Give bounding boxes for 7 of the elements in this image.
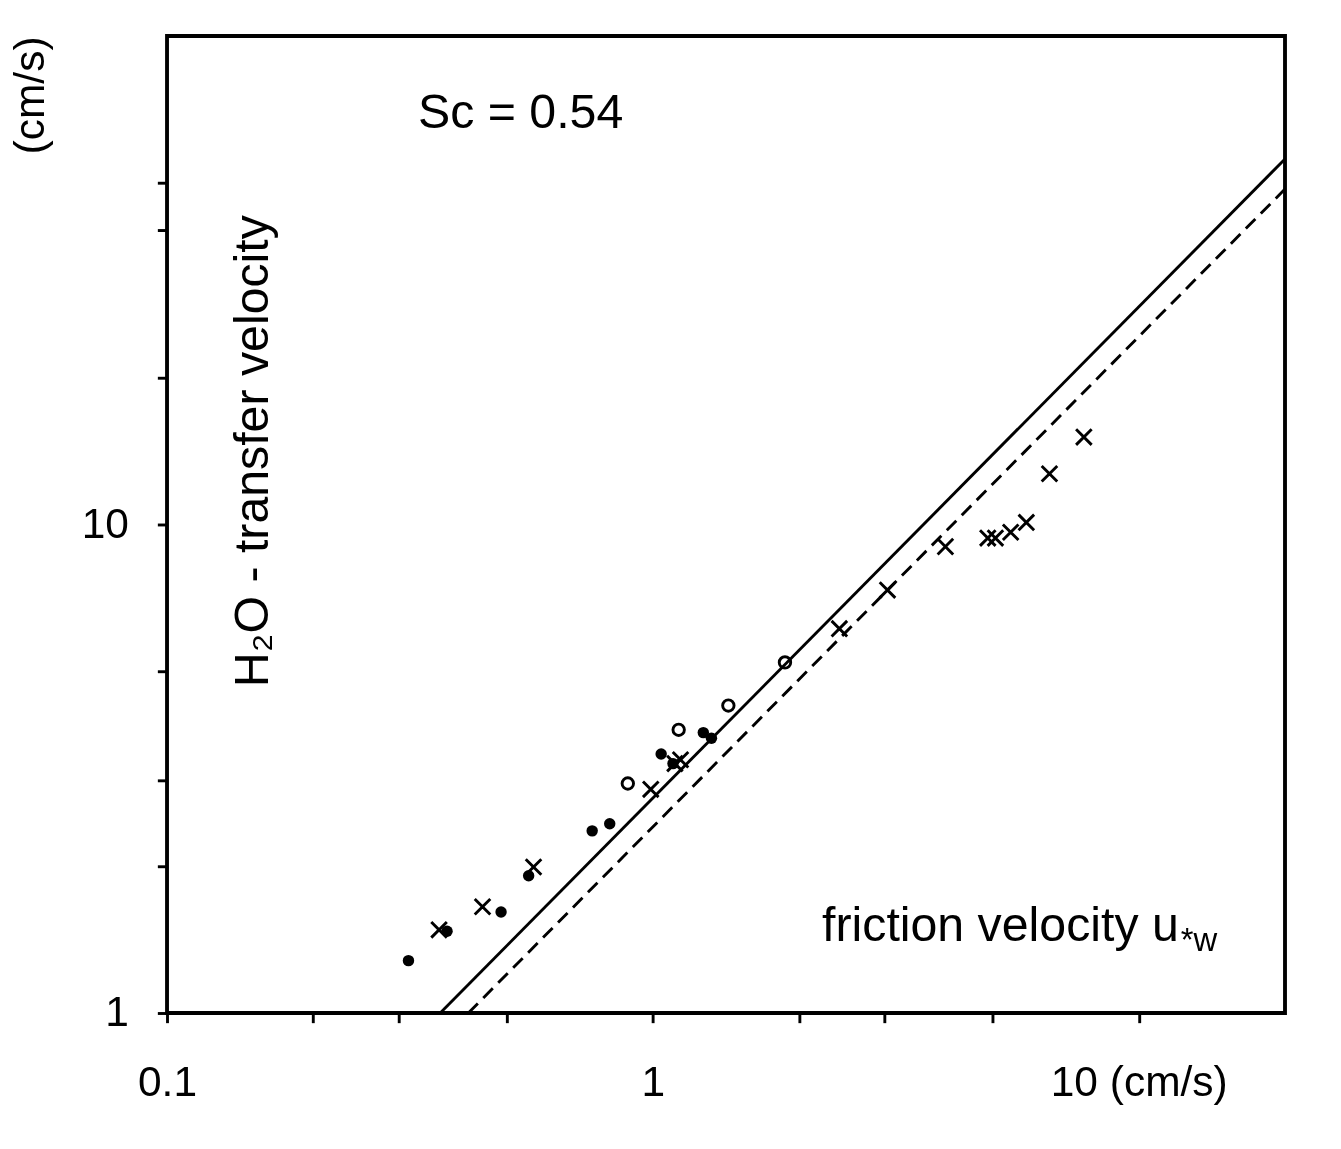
y-axis-title: (cm/s) (5, 36, 53, 155)
x-tick-label: 10 (cm/s) (1050, 1057, 1228, 1105)
x-tick-label: 1 (641, 1057, 666, 1105)
annotation: Sc = 0.54 (418, 83, 624, 138)
x-tick-label: 0.1 (137, 1057, 198, 1105)
annotation: H₂O - transfer velocity (224, 214, 279, 688)
y-tick-label: 10 (81, 499, 129, 547)
